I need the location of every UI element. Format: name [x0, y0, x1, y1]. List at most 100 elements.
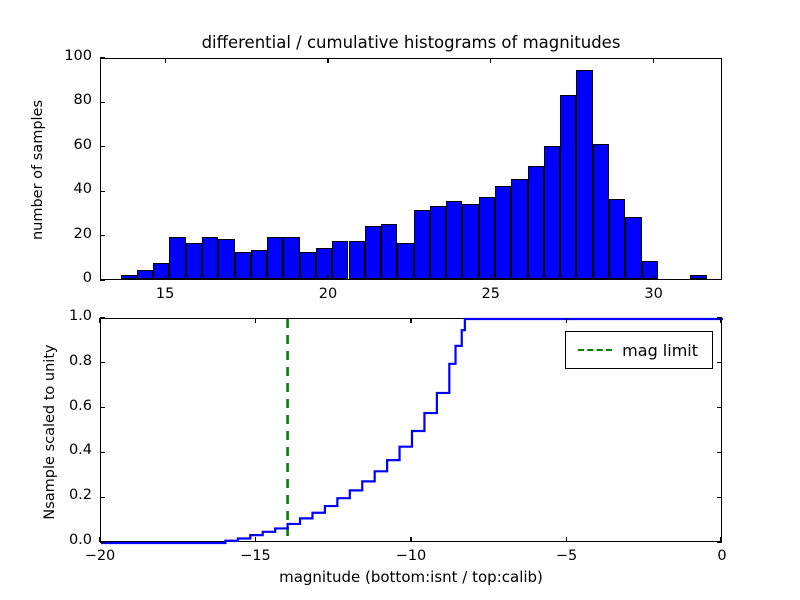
x-tick-mark: [327, 275, 329, 280]
x-tick-label: 15: [155, 286, 175, 302]
x-tick-label: −20: [84, 548, 116, 564]
histogram-bar: [332, 241, 349, 279]
x-tick-mark-top: [410, 318, 412, 323]
y-tick-mark-right: [717, 362, 722, 364]
x-tick-label: 0: [717, 548, 727, 564]
x-tick-mark-top: [164, 58, 166, 63]
histogram-bar: [641, 261, 658, 279]
histogram-bar: [446, 201, 463, 279]
x-tick-mark-top: [565, 318, 568, 323]
histogram-bar: [201, 236, 219, 279]
y-tick-mark-right: [717, 541, 722, 543]
histogram-bar: [185, 243, 202, 279]
histogram-bar: [283, 236, 300, 279]
histogram-bar: [250, 250, 268, 279]
top-panel-ylabel: number of samples: [30, 99, 46, 241]
histogram-bar: [136, 270, 154, 279]
x-tick-label: 30: [644, 286, 663, 302]
x-tick-mark: [410, 537, 412, 542]
y-tick-mark: [100, 317, 105, 319]
histogram-bar: [625, 216, 642, 279]
x-tick-mark: [99, 537, 101, 542]
figure-title: differential / cumulative histograms of …: [201, 33, 621, 52]
y-tick-label: 1.0: [68, 308, 92, 324]
y-tick-mark: [100, 235, 105, 237]
histogram-bar: [690, 274, 707, 279]
histogram-bar: [299, 252, 316, 279]
xaxis-label: magnitude (bottom:isnt / top:calib): [279, 568, 543, 586]
y-tick-mark: [100, 407, 105, 409]
y-tick-mark: [100, 146, 105, 148]
y-tick-mark-right: [717, 496, 722, 498]
histogram-bar: [169, 236, 186, 279]
histogram-bar: [218, 239, 235, 279]
cumulative-step-line: [101, 317, 723, 545]
histogram-bar: [267, 236, 284, 279]
histogram-bars: [101, 59, 721, 279]
histogram-bar: [234, 252, 251, 279]
x-tick-mark: [720, 537, 722, 542]
x-tick-mark-top: [99, 318, 101, 323]
y-tick-label: 40: [73, 181, 92, 198]
y-tick-label: 0.8: [68, 352, 92, 369]
y-tick-label: 0: [82, 270, 92, 286]
y-tick-mark: [100, 496, 105, 498]
histogram-bar: [153, 263, 170, 279]
y-tick-mark: [100, 541, 105, 543]
y-tick-label: 0.4: [68, 442, 92, 459]
y-tick-mark: [100, 451, 105, 454]
legend-label-mag-limit: mag limit: [622, 340, 698, 360]
x-tick-mark: [490, 275, 492, 280]
x-tick-mark-top: [254, 318, 257, 323]
histogram-bar: [543, 145, 561, 279]
y-tick-label: 0.6: [68, 397, 92, 414]
y-tick-label: 60: [73, 136, 92, 153]
bottom-panel-axes: mag limit: [100, 317, 723, 545]
histogram-bar: [315, 247, 333, 279]
x-tick-mark: [254, 537, 257, 542]
histogram-bar: [429, 205, 447, 279]
x-tick-label: −15: [240, 548, 271, 564]
top-panel-axes: [100, 58, 722, 280]
y-tick-mark: [100, 362, 105, 364]
histogram-bar: [364, 225, 382, 279]
y-tick-label: 0.0: [68, 532, 92, 548]
histogram-bar: [511, 179, 528, 279]
x-tick-mark: [565, 537, 568, 542]
x-tick-mark: [653, 275, 655, 280]
histogram-bar: [413, 210, 430, 279]
histogram-bar: [527, 165, 544, 279]
x-tick-mark-top: [653, 58, 655, 63]
y-tick-label: 80: [73, 92, 92, 109]
histogram-bar: [120, 274, 137, 279]
x-tick-label: −5: [555, 548, 578, 564]
x-tick-label: 25: [481, 286, 500, 302]
y-tick-label: 20: [73, 225, 92, 242]
x-tick-label: −10: [395, 548, 427, 564]
histogram-bar: [348, 241, 365, 279]
y-tick-mark-right: [717, 317, 722, 319]
histogram-bar: [609, 199, 626, 279]
y-tick-label: 100: [64, 48, 92, 64]
y-tick-mark-right: [717, 451, 722, 454]
bottom-panel-ylabel: Nsample scaled to unity: [42, 344, 58, 520]
histogram-bar: [592, 143, 609, 279]
histogram-bar: [576, 70, 593, 279]
x-tick-mark-top: [490, 58, 492, 63]
histogram-bar: [462, 203, 479, 279]
y-tick-label: 0.2: [68, 487, 92, 504]
y-tick-mark: [100, 101, 105, 104]
x-tick-label: 20: [318, 286, 338, 302]
y-tick-mark-right: [717, 407, 722, 409]
histogram-bar: [381, 223, 398, 279]
mag-limit-legend-swatch: [578, 349, 613, 351]
x-tick-mark-top: [720, 318, 722, 323]
cumulative-plot: [101, 317, 723, 545]
histogram-bar: [560, 94, 577, 279]
histogram-bar: [478, 196, 496, 279]
histogram-bar: [495, 185, 512, 279]
y-tick-mark: [100, 190, 105, 192]
y-tick-mark: [100, 57, 105, 59]
legend-box: mag limit: [565, 331, 713, 369]
